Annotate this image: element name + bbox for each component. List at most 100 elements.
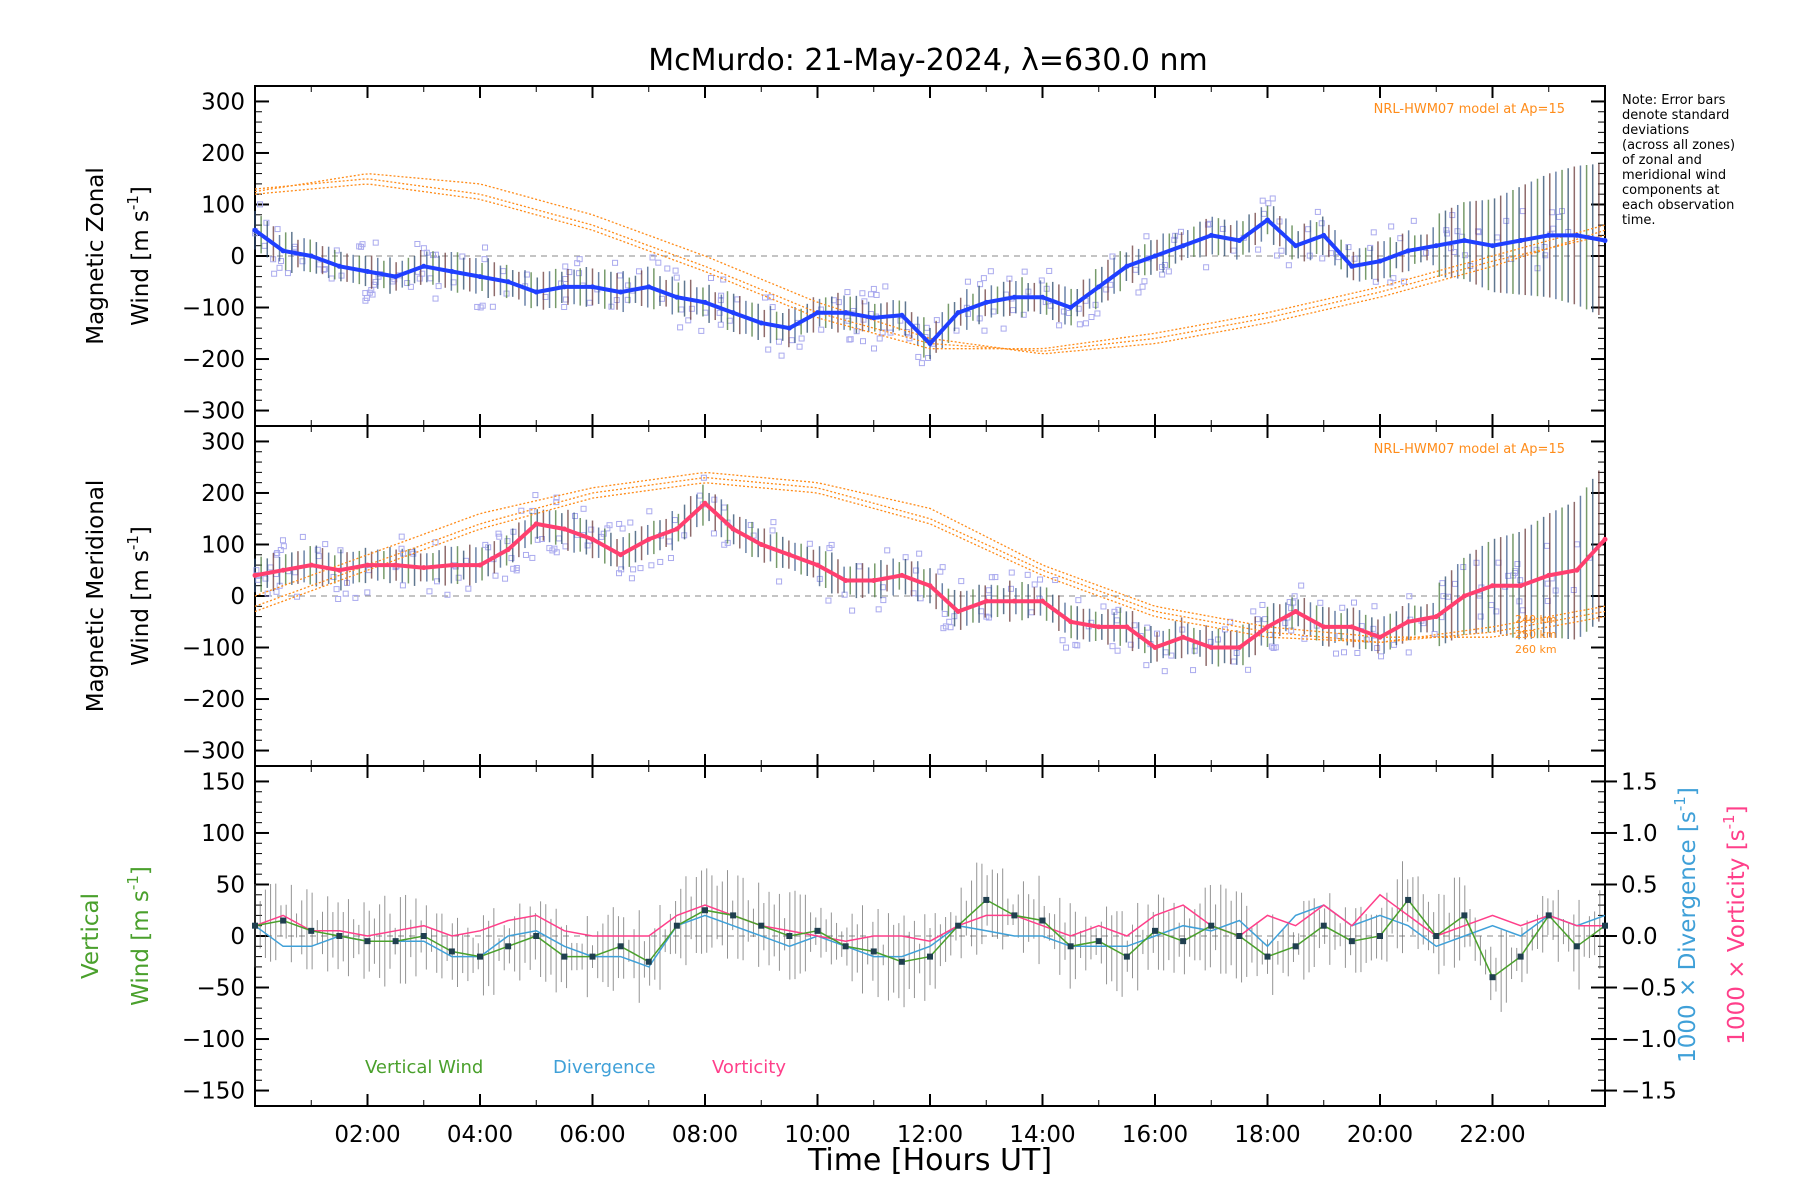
meridional-wind-point <box>280 567 286 573</box>
meridional-ytick-label: −300 <box>182 739 245 765</box>
meridional-scatter-point <box>455 574 462 581</box>
zonal-scatter-point <box>906 335 913 342</box>
vertical-wind-point <box>758 922 765 929</box>
meridional-scatter-point <box>532 492 539 499</box>
vertical-wind-point <box>1320 922 1327 929</box>
right-ytick-label: 0.0 <box>1621 924 1658 950</box>
vertical-wind-point <box>561 953 568 960</box>
zonal-scatter-point <box>1278 247 1285 254</box>
zonal-scatter-point <box>316 261 323 268</box>
zonal-scatter-point <box>649 254 656 261</box>
chart-title: McMurdo: 21-May-2024, λ=630.0 nm <box>648 43 1207 78</box>
zonal-scatter-point <box>576 270 583 277</box>
meridional-scatter-point <box>806 540 813 547</box>
vertical-wind-point <box>1039 917 1046 924</box>
meridional-scatter-point <box>1052 577 1059 584</box>
zonal-scatter-point <box>1388 223 1395 230</box>
zonal-scatter-point <box>1056 322 1063 329</box>
zonal-scatter-point <box>274 226 281 233</box>
meridional-wind-point <box>871 578 877 584</box>
vertical-wind-point <box>1405 896 1412 903</box>
zonal-scatter-point <box>482 244 489 251</box>
zonal-scatter-point <box>459 253 466 260</box>
meridional-scatter-point <box>538 536 545 543</box>
zonal-scatter-point <box>576 256 583 263</box>
zonal-scatter-point <box>981 327 988 334</box>
meridional-scatter-point <box>1339 604 1346 611</box>
vertical-wind-point <box>1433 933 1440 939</box>
meridional-wind-point <box>646 536 652 542</box>
note-line: denote standard <box>1622 108 1729 123</box>
meridional-scatter-point <box>1143 662 1150 669</box>
vertical-wind-point <box>308 927 315 934</box>
zonal-scatter-point <box>1230 247 1237 254</box>
zonal-scatter-point <box>328 275 335 282</box>
zonal-scatter-point <box>762 294 768 301</box>
zonal-scatter-point <box>1060 308 1067 315</box>
meridional-wind-point <box>308 562 314 568</box>
meridional-wind-point <box>1602 536 1608 542</box>
zonal-scatter-point <box>1285 262 1292 269</box>
meridional-wind-point <box>1349 624 1355 630</box>
vertical-ytick-label: −100 <box>182 1027 245 1053</box>
xtick-label: 18:00 <box>1234 1122 1300 1148</box>
meridional-scatter-point <box>426 588 433 595</box>
zonal-ylabel-line2: Wind [m s-1] <box>124 186 154 326</box>
meridional-model-curve <box>254 471 1606 638</box>
zonal-scatter-point <box>1009 307 1016 314</box>
zonal-scatter-point <box>1165 268 1172 275</box>
zonal-scatter-point <box>698 327 705 334</box>
meridional-scatter-point <box>1028 609 1035 616</box>
meridional-scatter-point <box>1191 643 1198 650</box>
zonal-scatter-point <box>489 303 496 310</box>
meridional-scatter-point <box>671 517 678 524</box>
meridional-scatter-point <box>947 624 954 631</box>
meridional-scatter-point <box>1477 613 1484 620</box>
zonal-wind-point <box>871 315 877 321</box>
meridional-scatter-point <box>1063 644 1070 651</box>
zonal-scatter-point <box>1345 244 1352 251</box>
meridional-scatter-point <box>1290 599 1297 606</box>
meridional-scatter-point <box>504 538 511 545</box>
zonal-wind-point <box>252 227 258 233</box>
meridional-scatter-point <box>696 492 703 499</box>
zonal-scatter-point <box>1203 264 1210 271</box>
note-line: time. <box>1622 213 1656 228</box>
meridional-scatter-point <box>619 525 626 532</box>
meridional-scatter-point <box>1493 608 1500 615</box>
meridional-ytick-label: 0 <box>230 584 245 610</box>
zonal-scatter-point <box>561 304 568 311</box>
meridional-wind-point <box>1490 583 1495 589</box>
zonal-scatter-point <box>1372 278 1379 285</box>
zonal-scatter-point <box>685 317 692 324</box>
vertical-wind-point <box>420 933 427 939</box>
meridional-wind-point <box>1546 572 1552 578</box>
zonal-wind-point <box>786 325 792 331</box>
meridional-wind-point <box>1152 645 1158 651</box>
zonal-wind-point <box>1208 232 1214 238</box>
zonal-panel: 300 200 100 0 −100 −200 −300 <box>182 86 1608 426</box>
meridional-wind-point <box>449 562 455 568</box>
vertical-wind-point <box>448 948 455 955</box>
zonal-wind-point <box>590 284 595 290</box>
meridional-scatter-point <box>529 554 536 561</box>
vorticity-line <box>254 893 1605 942</box>
zonal-wind-point <box>1321 232 1327 238</box>
vorticity-right-label: 1000 × Vorticity [s-1] <box>1720 805 1750 1044</box>
vertical-wind-point <box>983 896 990 903</box>
meridional-wind-point <box>1124 624 1130 630</box>
zonal-scatter-point <box>871 345 878 352</box>
zonal-wind-point <box>1124 263 1130 269</box>
vertical-wind-point <box>1067 943 1074 950</box>
zonal-scatter-point <box>977 281 984 288</box>
meridional-scatter-point <box>747 522 754 529</box>
vertical-wind-point <box>1348 938 1355 945</box>
vertical-wind-point <box>392 938 399 945</box>
meridional-scatter-point <box>666 538 673 545</box>
zonal-wind-point <box>393 274 399 280</box>
xtick-label: 16:00 <box>1122 1122 1188 1148</box>
vertical-wind-point <box>1545 912 1552 919</box>
zonal-wind-point <box>308 253 314 259</box>
meridional-ytick-label: 100 <box>201 532 245 558</box>
meridional-wind-point <box>1180 634 1186 640</box>
